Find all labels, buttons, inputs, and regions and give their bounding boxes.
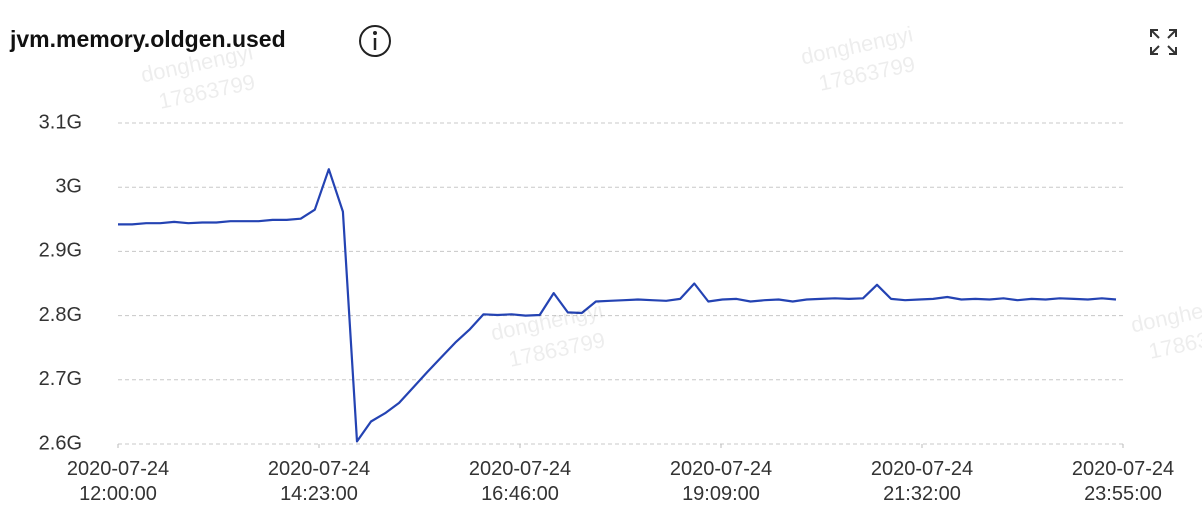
chart-title: jvm.memory.oldgen.used (9, 26, 286, 52)
y-tick-label: 2.6G (39, 432, 82, 454)
x-tick-label: 2020-07-24 23:55:00 (1071, 458, 1175, 505)
x-tick-label: 2020-07-24 12:00:00 (66, 458, 170, 505)
expand-icon[interactable] (1150, 29, 1177, 55)
data-line (118, 168, 1117, 443)
y-tick-label: 2.7G (39, 368, 82, 390)
x-tick-label: 2020-07-24 21:32:00 (870, 458, 974, 505)
y-tick-label: 3G (55, 175, 82, 197)
x-tick-label: 2020-07-24 14:23:00 (267, 458, 371, 505)
info-icon[interactable] (359, 25, 391, 57)
y-tick-label: 3.1G (39, 111, 82, 133)
y-tick-label: 2.9G (39, 240, 82, 262)
x-tick-label: 2020-07-24 19:09:00 (669, 458, 773, 505)
x-tick-label: 2020-07-24 16:46:00 (468, 458, 572, 505)
y-tick-label: 2.8G (39, 304, 82, 326)
